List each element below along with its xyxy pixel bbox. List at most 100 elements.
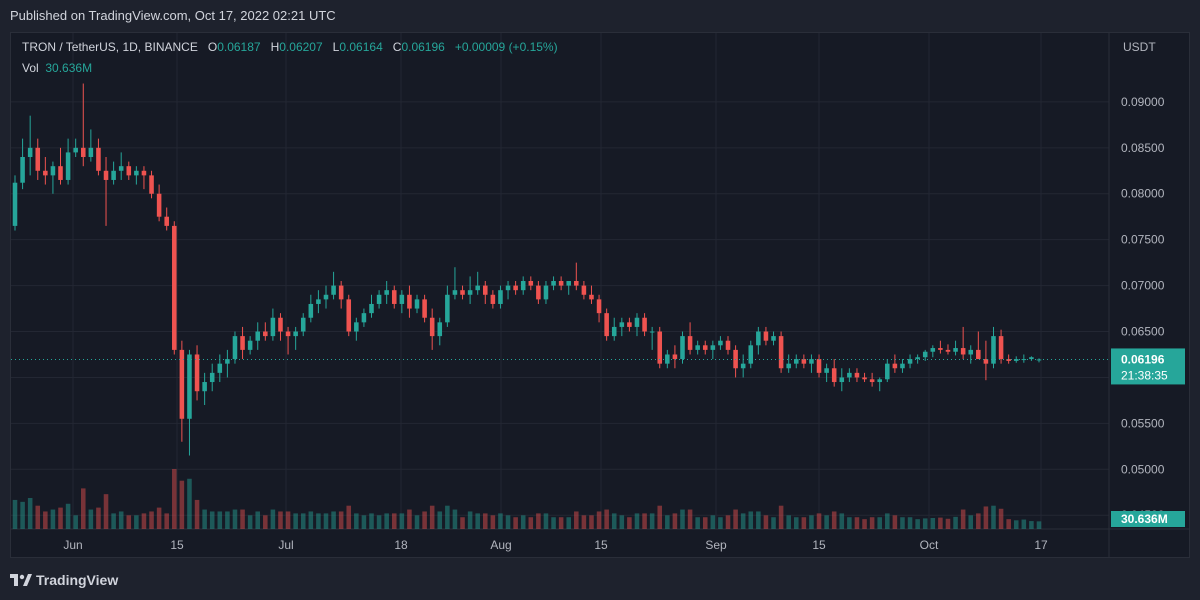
candle-body[interactable] bbox=[12, 182, 18, 226]
candle-body[interactable] bbox=[300, 317, 306, 332]
candle-body[interactable] bbox=[892, 363, 898, 369]
candle-body[interactable] bbox=[786, 363, 791, 369]
candle-body[interactable] bbox=[437, 322, 443, 337]
candle-body[interactable] bbox=[824, 368, 829, 373]
candle-body[interactable] bbox=[187, 354, 192, 419]
candle-body[interactable] bbox=[399, 294, 405, 304]
candle-body[interactable] bbox=[80, 147, 86, 157]
candle-body[interactable] bbox=[900, 363, 905, 369]
candle-body[interactable] bbox=[422, 299, 427, 318]
candle-body[interactable] bbox=[528, 281, 534, 286]
candle-body[interactable] bbox=[255, 331, 261, 341]
candle-body[interactable] bbox=[247, 340, 253, 350]
candle-body[interactable] bbox=[293, 331, 298, 337]
candle-body[interactable] bbox=[915, 357, 920, 360]
candle-body[interactable] bbox=[391, 290, 397, 304]
candle-body[interactable] bbox=[285, 331, 291, 337]
candle-body[interactable] bbox=[445, 294, 450, 323]
currency-label[interactable]: USDT bbox=[1123, 40, 1156, 54]
candle-body[interactable] bbox=[938, 348, 943, 350]
candle-body[interactable] bbox=[209, 372, 215, 383]
candle-body[interactable] bbox=[634, 317, 640, 327]
candle-body[interactable] bbox=[596, 299, 602, 314]
candle-body[interactable] bbox=[278, 317, 283, 332]
candle-body[interactable] bbox=[960, 348, 966, 355]
candle-body[interactable] bbox=[543, 285, 549, 300]
candle-body[interactable] bbox=[346, 299, 352, 332]
candle-body[interactable] bbox=[885, 363, 890, 380]
chart-pane[interactable]: USDT 0.09000 0.08500 0.08000 0.07500 0.07000 0… bbox=[10, 32, 1190, 558]
candle-body[interactable] bbox=[991, 336, 996, 364]
candle-body[interactable] bbox=[642, 317, 647, 332]
candle-body[interactable] bbox=[1029, 357, 1034, 360]
candle-body[interactable] bbox=[111, 170, 116, 180]
candle-body[interactable] bbox=[354, 322, 359, 332]
candle-body[interactable] bbox=[809, 359, 814, 364]
candle-body[interactable] bbox=[672, 354, 678, 360]
symbol-label[interactable]: TRON / TetherUS, 1D, BINANCE bbox=[22, 40, 198, 54]
candle-body[interactable] bbox=[141, 170, 147, 176]
candle-body[interactable] bbox=[627, 322, 632, 327]
candle-body[interactable] bbox=[520, 281, 526, 291]
chart-canvas[interactable]: USDT 0.09000 0.08500 0.08000 0.07500 0.07000 0… bbox=[11, 33, 1189, 557]
candle-body[interactable] bbox=[475, 285, 480, 291]
candle-body[interactable] bbox=[983, 359, 989, 364]
candle-body[interactable] bbox=[88, 147, 94, 157]
candle-body[interactable] bbox=[134, 170, 139, 176]
candle-body[interactable] bbox=[695, 345, 700, 350]
candle-body[interactable] bbox=[968, 349, 974, 355]
candle-body[interactable] bbox=[877, 379, 882, 383]
candle-body[interactable] bbox=[604, 313, 609, 337]
candle-body[interactable] bbox=[232, 336, 238, 360]
candle-body[interactable] bbox=[270, 317, 276, 337]
candle-body[interactable] bbox=[619, 322, 625, 327]
candle-body[interactable] bbox=[263, 331, 268, 337]
candle-body[interactable] bbox=[20, 157, 25, 183]
candle-body[interactable] bbox=[172, 225, 177, 350]
candle-body[interactable] bbox=[361, 313, 367, 323]
candle-body[interactable] bbox=[407, 294, 412, 309]
candle-body[interactable] bbox=[194, 354, 200, 392]
candle-body[interactable] bbox=[414, 299, 420, 309]
candle-body[interactable] bbox=[179, 349, 185, 419]
candle-body[interactable] bbox=[96, 147, 101, 171]
candle-body[interactable] bbox=[217, 363, 223, 373]
candle-body[interactable] bbox=[308, 303, 314, 318]
candle-body[interactable] bbox=[945, 349, 951, 352]
candle-body[interactable] bbox=[718, 340, 723, 346]
candle-body[interactable] bbox=[687, 336, 693, 350]
candle-body[interactable] bbox=[149, 175, 154, 194]
candle-body[interactable] bbox=[953, 348, 958, 352]
candle-body[interactable] bbox=[702, 345, 708, 350]
candle-body[interactable] bbox=[513, 285, 518, 291]
candle-body[interactable] bbox=[611, 326, 617, 337]
candle-body[interactable] bbox=[50, 166, 56, 176]
candle-body[interactable] bbox=[490, 294, 496, 304]
candle-body[interactable] bbox=[566, 281, 571, 286]
candle-body[interactable] bbox=[536, 285, 541, 300]
candle-body[interactable] bbox=[801, 359, 807, 364]
candle-body[interactable] bbox=[156, 193, 162, 217]
candle-body[interactable] bbox=[225, 359, 230, 364]
candle-body[interactable] bbox=[43, 170, 48, 176]
candle-body[interactable] bbox=[574, 281, 579, 286]
candle-body[interactable] bbox=[429, 317, 435, 337]
candle-body[interactable] bbox=[338, 285, 344, 300]
candle-body[interactable] bbox=[323, 294, 329, 300]
candle-body[interactable] bbox=[558, 281, 564, 286]
candle-body[interactable] bbox=[907, 359, 913, 364]
candle-body[interactable] bbox=[657, 331, 663, 364]
candle-body[interactable] bbox=[505, 285, 511, 291]
candle-body[interactable] bbox=[498, 290, 503, 304]
candle-body[interactable] bbox=[816, 359, 822, 373]
candle-body[interactable] bbox=[922, 351, 928, 358]
candle-body[interactable] bbox=[740, 363, 746, 369]
candle-body[interactable] bbox=[65, 152, 71, 180]
candle-body[interactable] bbox=[164, 216, 169, 226]
candle-body[interactable] bbox=[202, 382, 207, 392]
candle-body[interactable] bbox=[58, 166, 63, 180]
candle-body[interactable] bbox=[452, 290, 458, 295]
candle-body[interactable] bbox=[756, 331, 761, 346]
candle-body[interactable] bbox=[854, 372, 860, 378]
candle-body[interactable] bbox=[331, 285, 336, 295]
